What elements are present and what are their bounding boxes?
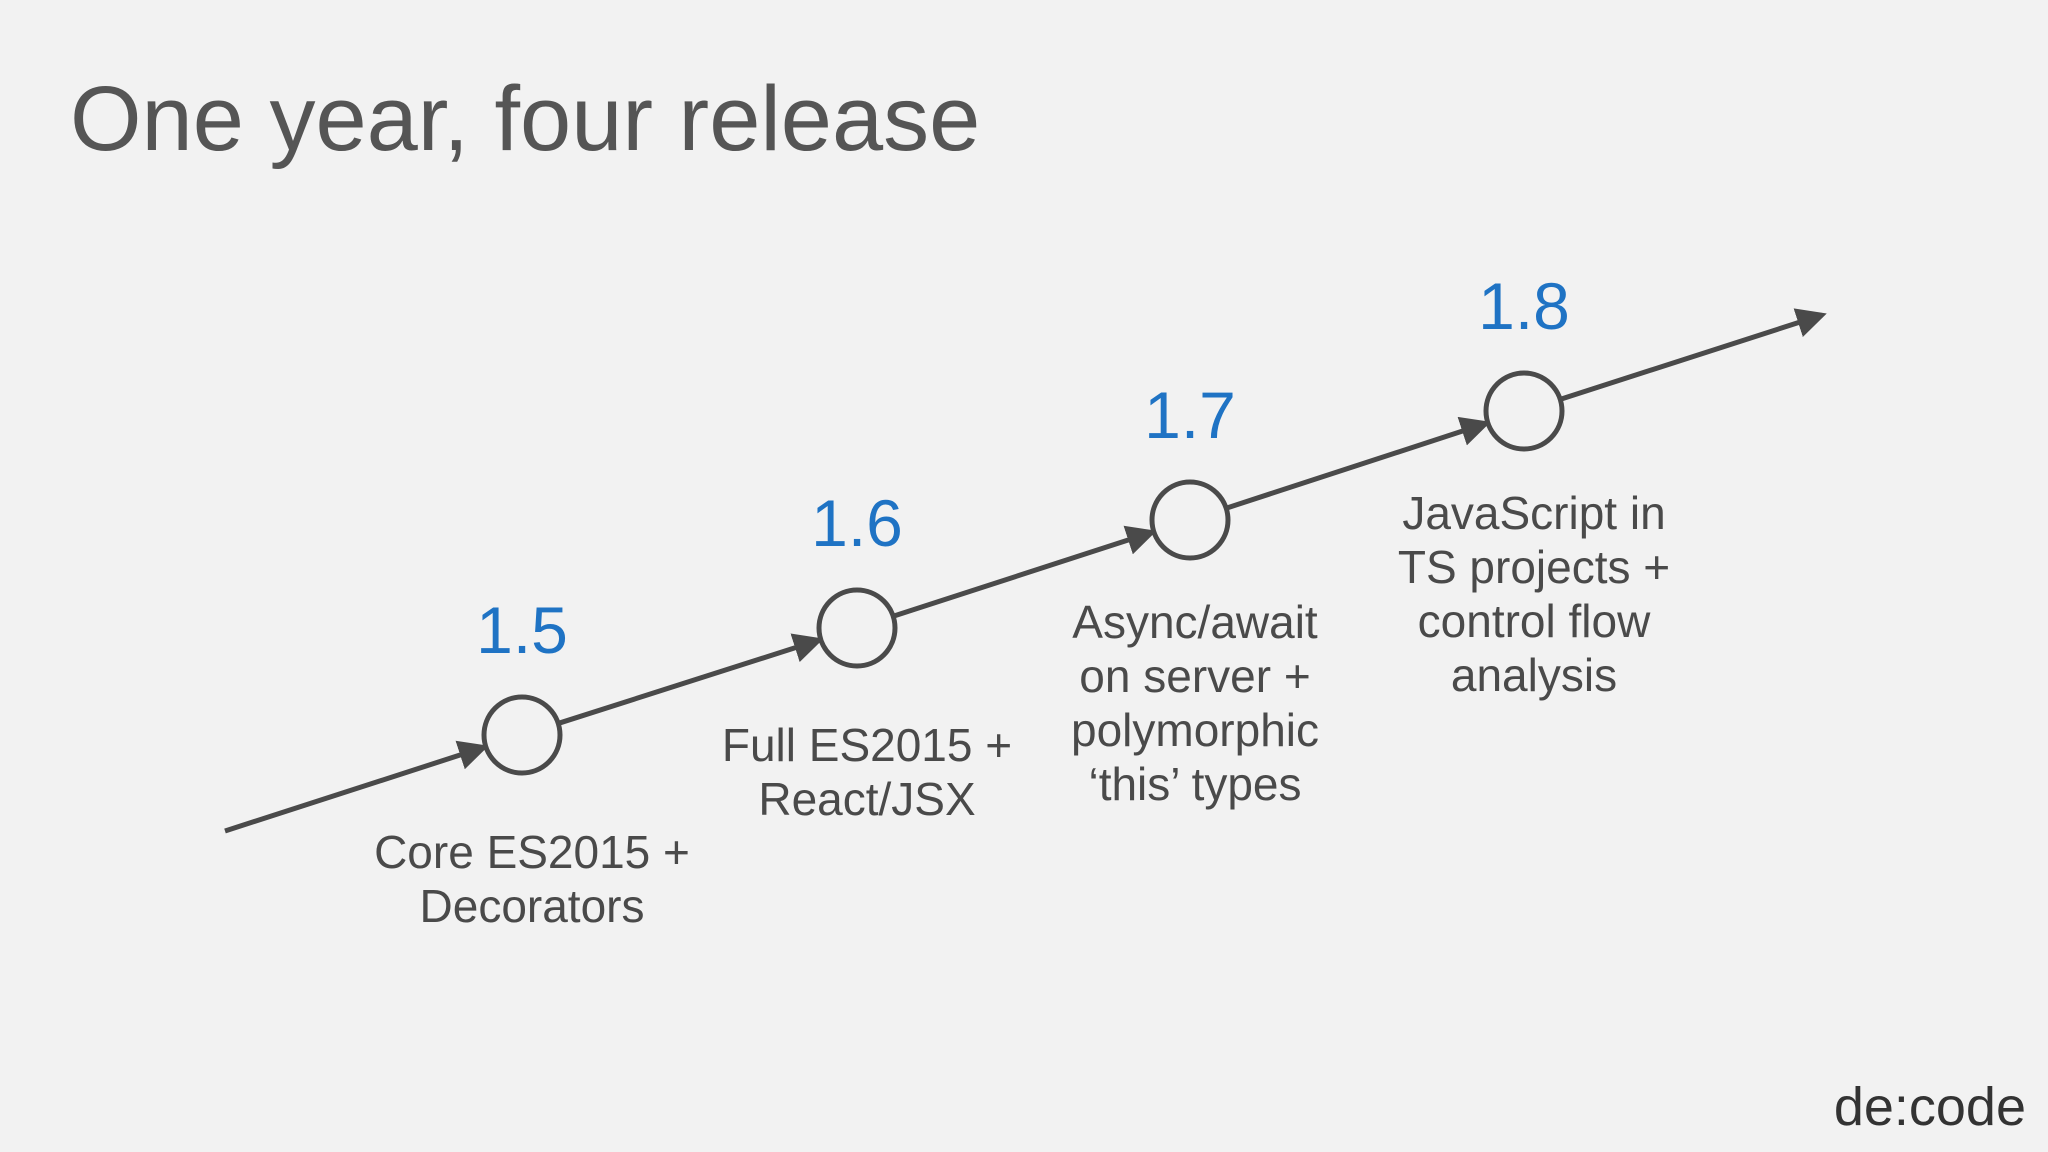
release-node <box>1483 370 1565 452</box>
release-description: analysis <box>1451 649 1617 701</box>
release-description: TS projects + <box>1398 541 1670 593</box>
connector-arrow <box>557 633 824 726</box>
release-description: on server + <box>1079 650 1310 702</box>
release-description: ‘this’ types <box>1088 758 1301 810</box>
release-description: Async/await <box>1072 596 1318 648</box>
version-label: 1.7 <box>1144 378 1236 452</box>
release-description: React/JSX <box>758 773 975 825</box>
release-node <box>816 587 898 669</box>
release-description: control flow <box>1418 595 1651 647</box>
version-label: 1.6 <box>811 486 903 560</box>
logo: de:code <box>1834 1077 2026 1137</box>
release-description: Core ES2015 + <box>374 826 690 878</box>
version-label: 1.8 <box>1478 269 1570 343</box>
connector-arrow <box>224 740 489 834</box>
release-node <box>1149 479 1231 561</box>
version-label: 1.5 <box>476 593 568 667</box>
slide-title: One year, four release <box>70 68 980 170</box>
release-description: polymorphic <box>1071 704 1319 756</box>
connector-arrow <box>892 525 1157 619</box>
release-description: JavaScript in <box>1402 487 1665 539</box>
release-node <box>481 694 563 776</box>
timeline: 1.5 Core ES2015 +Decorators 1.6 Full ES2015… <box>224 269 1827 932</box>
connector-arrow <box>1225 416 1491 511</box>
release-description: Decorators <box>420 880 645 932</box>
connector-arrow <box>1559 308 1827 402</box>
release-description: Full ES2015 + <box>722 719 1012 771</box>
